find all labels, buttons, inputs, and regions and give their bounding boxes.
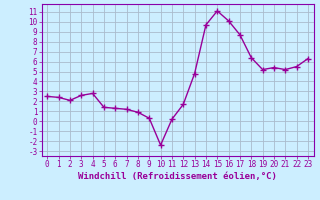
- X-axis label: Windchill (Refroidissement éolien,°C): Windchill (Refroidissement éolien,°C): [78, 172, 277, 181]
